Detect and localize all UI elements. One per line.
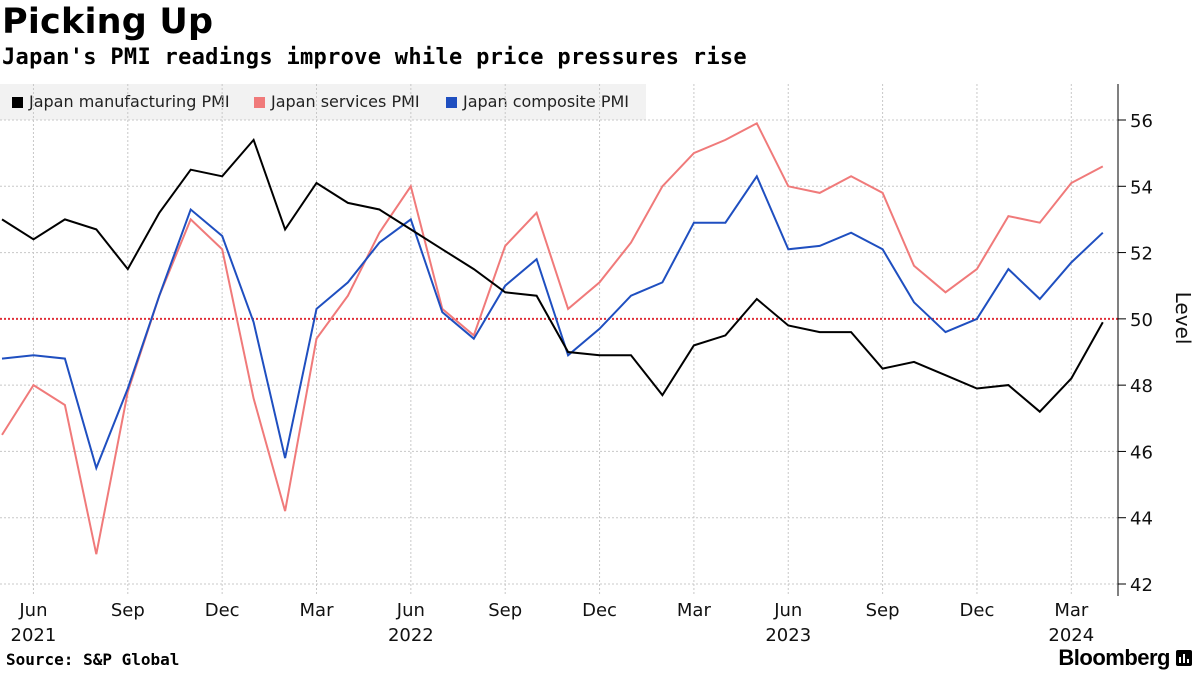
y-tick-label: 56 [1130, 111, 1153, 132]
legend: Japan manufacturing PMI Japan services P… [0, 84, 646, 120]
source-note: Source: S&P Global [6, 650, 180, 669]
legend-item-manufacturing[interactable]: Japan manufacturing PMI [12, 84, 230, 120]
legend-swatch-composite [446, 97, 457, 108]
y-tick-label: 42 [1130, 575, 1153, 596]
chart-title: Picking Up [2, 2, 214, 42]
x-tick-label: Dec [960, 600, 995, 621]
x-tick-label: Jun [773, 600, 802, 621]
bloomberg-mark-icon [1176, 650, 1192, 666]
x-tick-label: Dec [205, 600, 240, 621]
x-year-label: 2021 [11, 625, 57, 646]
y-tick-label: 54 [1130, 177, 1153, 198]
brand-logo: Bloomberg [1058, 645, 1192, 671]
series-line-manufacturing [1, 137, 1104, 414]
x-tick-label: Mar [300, 600, 335, 621]
y-tick-label: 50 [1130, 310, 1153, 331]
x-tick-label: Mar [677, 600, 712, 621]
series-line-services [1, 121, 1104, 555]
x-year-label: 2024 [1048, 625, 1094, 646]
x-tick-label: Mar [1054, 600, 1089, 621]
series-line-composite [1, 174, 1104, 472]
legend-label-manufacturing: Japan manufacturing PMI [29, 92, 230, 111]
legend-label-services: Japan services PMI [271, 92, 420, 111]
legend-item-services[interactable]: Japan services PMI [254, 84, 420, 120]
x-tick-label: Jun [18, 600, 47, 621]
brand-name: Bloomberg [1058, 645, 1170, 670]
x-tick-label: Sep [111, 600, 145, 621]
x-tick-label: Sep [488, 600, 522, 621]
axis-layer: 42 44 46 48 50 52 54 56 Jun 2021 Sep Dec Mar Jun 2022 S… [11, 84, 1153, 646]
legend-swatch-manufacturing [12, 97, 23, 108]
chart-subtitle: Japan's PMI readings improve while price… [2, 45, 747, 70]
y-tick-label: 44 [1130, 509, 1153, 530]
x-tick-label: Jun [396, 600, 425, 621]
legend-swatch-services [254, 97, 265, 108]
x-tick-label: Sep [866, 600, 900, 621]
y-tick-label: 52 [1130, 244, 1153, 265]
legend-item-composite[interactable]: Japan composite PMI [446, 84, 629, 120]
y-tick-label: 46 [1130, 442, 1153, 463]
grid-layer [0, 84, 1118, 596]
x-year-label: 2023 [765, 625, 811, 646]
x-tick-label: Dec [582, 600, 617, 621]
y-tick-label: 48 [1130, 376, 1153, 397]
series-layer [1, 121, 1104, 555]
x-year-label: 2022 [388, 625, 434, 646]
y-axis-title: Level [1171, 292, 1195, 345]
legend-label-composite: Japan composite PMI [463, 92, 629, 111]
